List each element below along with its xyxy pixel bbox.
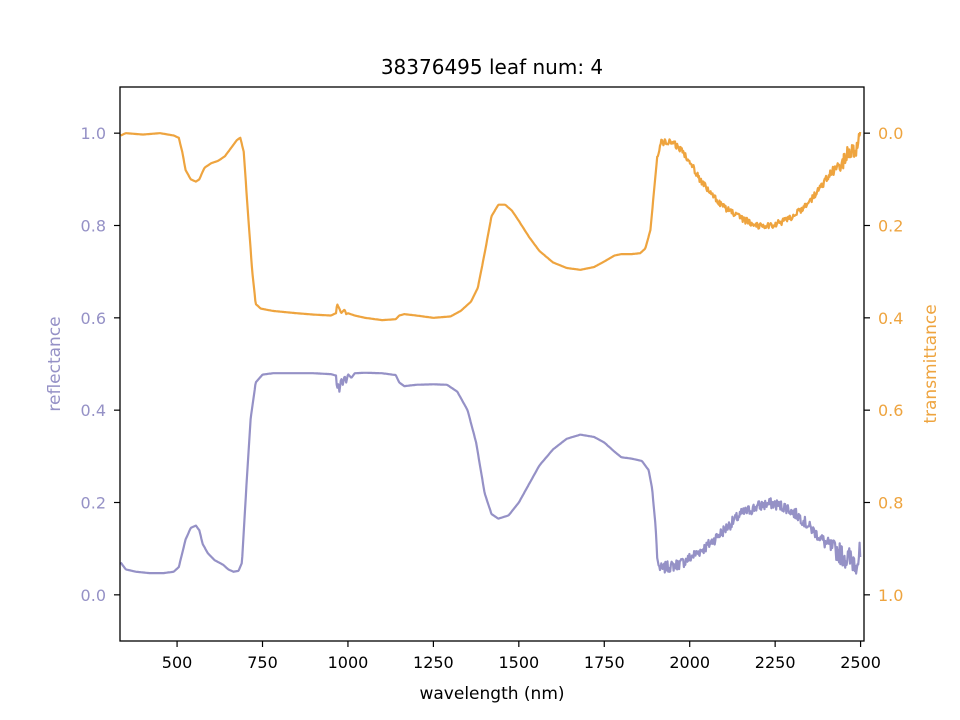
left-tick-label: 0.4	[81, 401, 106, 420]
transmittance-series-line	[120, 131, 862, 322]
x-tick-label: 2000	[669, 653, 710, 672]
right-axis-label: transmittance	[921, 304, 941, 423]
chart-title: 38376495 leaf num: 4	[381, 55, 603, 79]
plot-frame	[119, 86, 865, 642]
x-axis-label: wavelength (nm)	[419, 684, 564, 704]
series-layer	[119, 131, 862, 575]
x-tick-label: 1500	[498, 653, 539, 672]
left-tick-label: 0.6	[81, 309, 106, 328]
x-tick-label: 1000	[328, 653, 369, 672]
left-axis-label: reflectance	[45, 316, 65, 411]
x-tick-label: 2250	[755, 653, 796, 672]
x-tick-label: 2500	[840, 653, 881, 672]
axes-layer: 500 750 1000 1250 1500 1750 2000 2250 2500 0.0 0.2…	[81, 86, 903, 672]
right-tick-label: 0.0	[878, 124, 903, 143]
right-tick-label: 0.8	[878, 494, 903, 513]
x-tick-label: 750	[247, 653, 278, 672]
right-tick-label: 1.0	[878, 586, 903, 605]
left-tick-label: 0.8	[81, 217, 106, 236]
right-tick-label: 0.6	[878, 401, 903, 420]
left-tick-label: 0.2	[81, 494, 106, 513]
x-tick-label: 1750	[584, 653, 625, 672]
left-tick-label: 0.0	[81, 586, 106, 605]
right-tick-label: 0.2	[878, 217, 903, 236]
reflectance-series-line	[119, 371, 862, 575]
right-tick-label: 0.4	[878, 309, 903, 328]
left-tick-label: 1.0	[81, 124, 106, 143]
x-tick-label: 1250	[413, 653, 454, 672]
x-tick-label: 500	[162, 653, 193, 672]
